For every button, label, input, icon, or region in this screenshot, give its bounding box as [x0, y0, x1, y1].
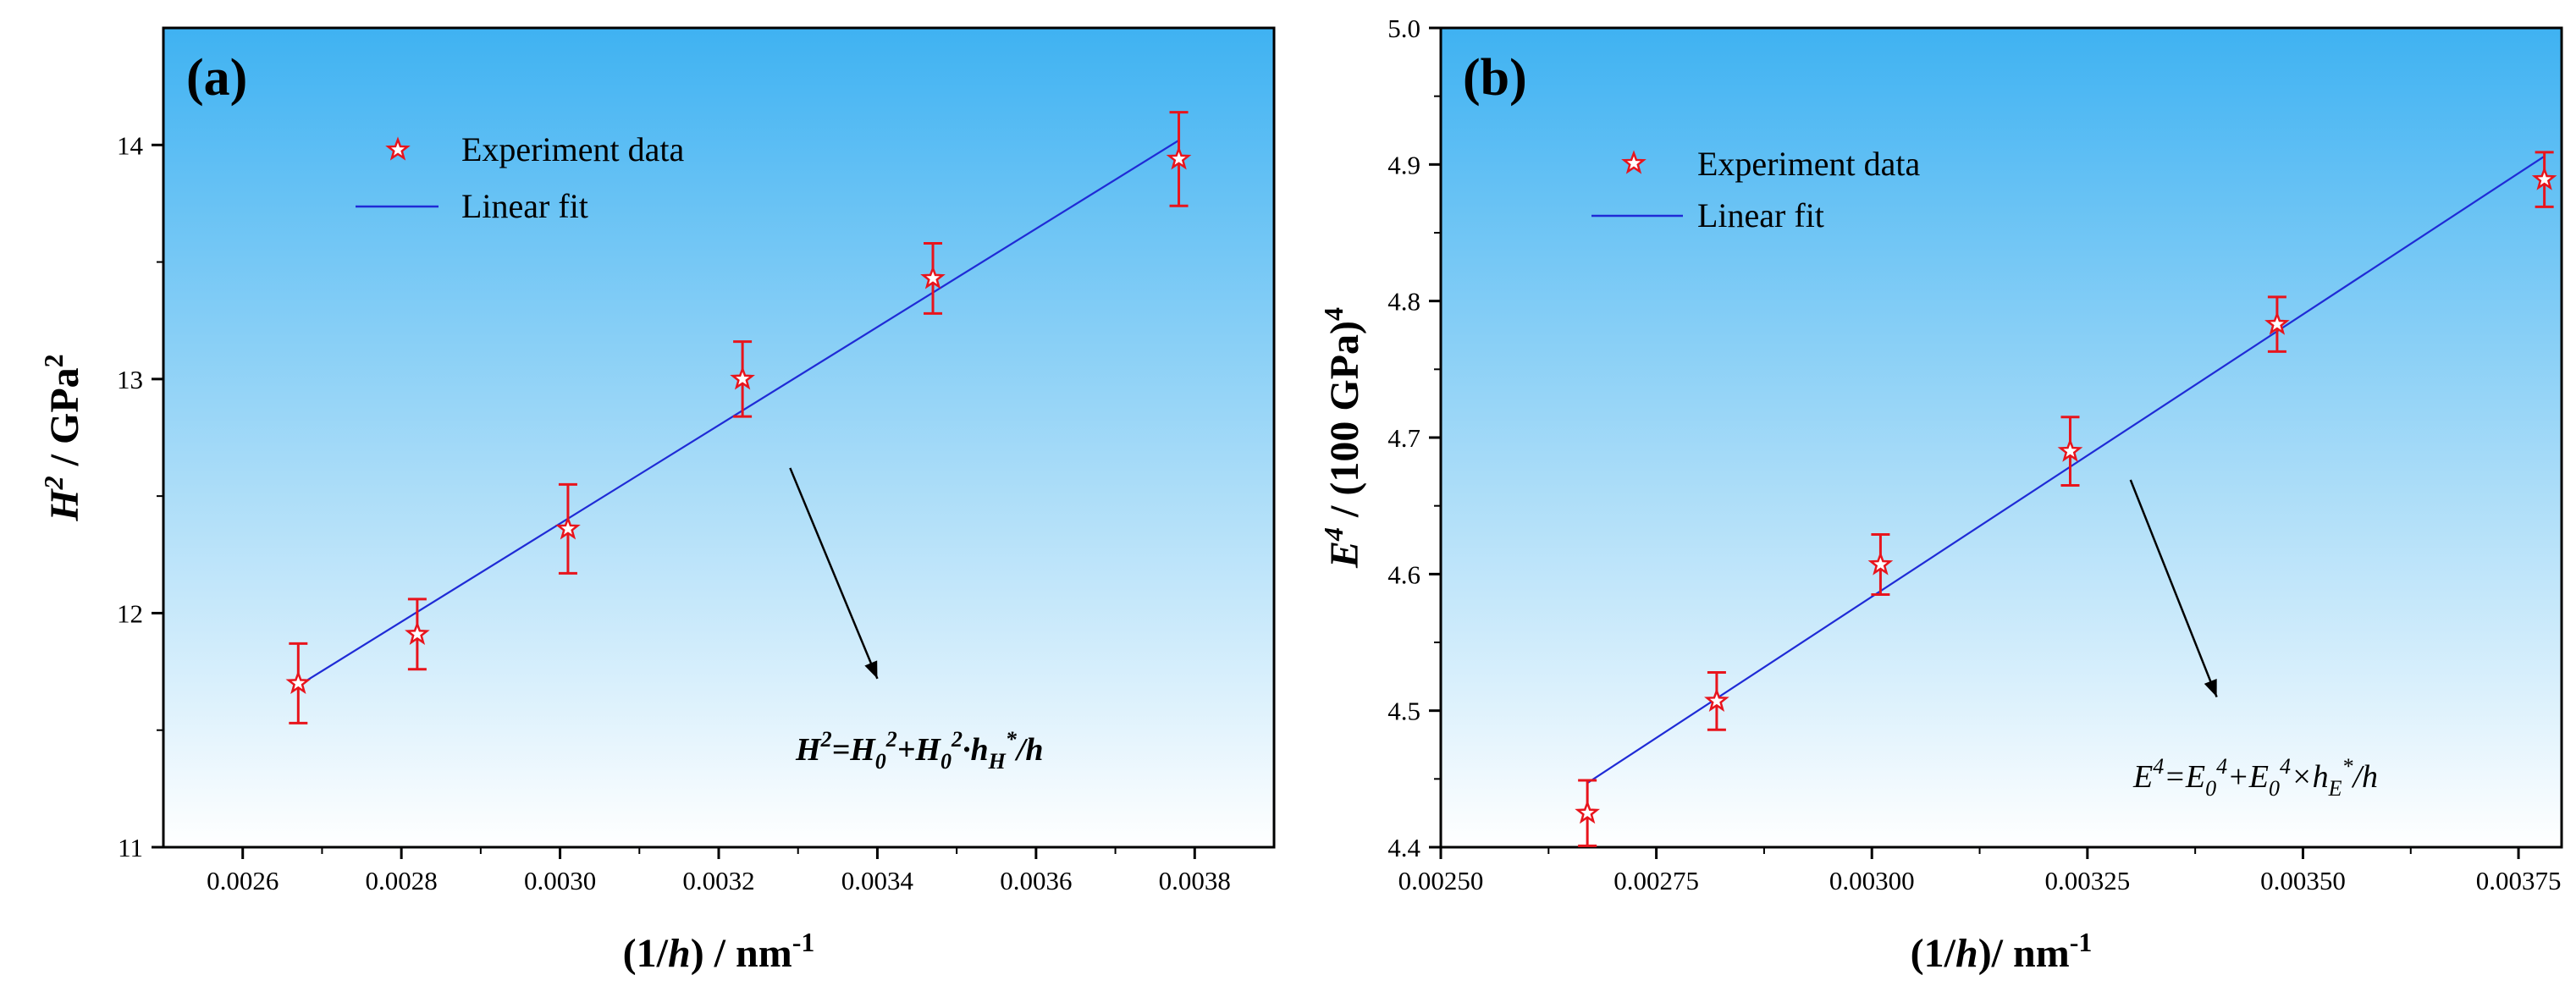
star-marker — [2531, 166, 2557, 190]
x-tick-label: 0.0026 — [207, 866, 279, 895]
x-tick-label: 0.00375 — [2476, 866, 2562, 895]
plot-background — [163, 28, 1274, 847]
data-point — [285, 642, 312, 724]
annotation-arrow-shaft — [2129, 479, 2218, 697]
data-point — [1867, 533, 1894, 597]
data-point — [730, 340, 755, 418]
star-marker — [1867, 551, 1894, 576]
y-axis-title: E4 / (100 GPa)4 — [1318, 307, 1367, 569]
star-marker — [555, 515, 581, 540]
x-axis-title: (1/h) / nm-1 — [623, 927, 815, 976]
fit-line — [1586, 155, 2546, 785]
legend-label-experiment: Experiment data — [1697, 145, 1920, 183]
panel-label: (a) — [186, 49, 247, 107]
star-marker — [730, 366, 755, 390]
equation-annotation: H2=H02+H02·hH*/h — [795, 727, 1044, 774]
x-tick-label: 0.0032 — [682, 866, 754, 895]
x-tick-label: 0.0028 — [366, 866, 438, 895]
y-tick-label: 11 — [118, 833, 143, 862]
star-marker — [2264, 311, 2290, 335]
x-axis-title: (1/h)/ nm-1 — [1911, 927, 2093, 976]
x-tick-label: 0.00275 — [1613, 866, 1699, 895]
annotation-arrow-head — [864, 660, 878, 679]
x-tick-label: 0.00250 — [1398, 866, 1484, 895]
x-tick-label: 0.00350 — [2260, 866, 2346, 895]
y-tick-label: 5.0 — [1387, 14, 1420, 43]
star-marker — [1575, 800, 1600, 824]
legend: Experiment data Linear fit — [1591, 145, 1920, 234]
fit-line — [297, 139, 1180, 687]
chart-panel-a: 0.0026 0.0028 0.0030 0.0032 0.0034 0.0036 0.00… — [38, 26, 1276, 976]
star-marker — [920, 265, 946, 289]
x-tick-label: 0.00300 — [1829, 866, 1915, 895]
annotation-arrow-shaft — [789, 467, 879, 680]
y-tick-label: 4.9 — [1387, 150, 1420, 179]
data-point — [1166, 111, 1192, 207]
legend: Experiment data Linear fit — [356, 130, 684, 225]
legend-star-marker — [385, 136, 411, 161]
legend-label-fit: Linear fit — [461, 187, 588, 225]
y-tick-label: 14 — [117, 130, 144, 160]
star-marker — [1166, 146, 1192, 170]
y-tick-label: 4.6 — [1387, 559, 1420, 589]
data-point — [920, 241, 946, 315]
y-tick-label: 4.5 — [1387, 697, 1420, 726]
y-tick-label: 4.8 — [1387, 287, 1420, 317]
star-marker — [405, 620, 430, 645]
y-tick-label: 4.4 — [1387, 833, 1420, 862]
data-point — [2264, 295, 2290, 353]
data-point — [405, 598, 430, 671]
plot-background — [1441, 28, 2562, 847]
x-tick-label: 0.0030 — [524, 866, 596, 895]
x-tick-label: 0.0036 — [1000, 866, 1072, 895]
star-marker — [285, 669, 312, 695]
legend-label-fit: Linear fit — [1697, 196, 1824, 234]
y-tick-label: 4.7 — [1387, 423, 1420, 453]
equation-annotation: E4=E04+E04×hE*/h — [2132, 754, 2378, 801]
data-point — [2531, 151, 2557, 208]
x-tick-label: 0.0034 — [841, 866, 914, 895]
x-tick-label: 0.0038 — [1159, 866, 1231, 895]
x-tick-label: 0.00325 — [2044, 866, 2130, 895]
y-axis-title: H2 / GPa2 — [38, 354, 87, 521]
panel-label: (b) — [1463, 49, 1527, 107]
data-point — [1575, 779, 1600, 847]
annotation-arrow-head — [2204, 678, 2217, 697]
legend-label-experiment: Experiment data — [461, 130, 684, 168]
legend-star-marker — [1621, 150, 1647, 174]
data-point — [2057, 416, 2083, 487]
star-marker — [1704, 687, 1729, 713]
y-tick-label: 13 — [117, 365, 143, 394]
y-tick-label: 12 — [117, 598, 143, 628]
data-point — [555, 482, 581, 575]
data-point — [1704, 670, 1729, 731]
chart-panel-b: 0.00250 0.00275 0.00300 0.00325 0.00350 0.003… — [1318, 14, 2563, 976]
star-marker — [2057, 438, 2083, 462]
